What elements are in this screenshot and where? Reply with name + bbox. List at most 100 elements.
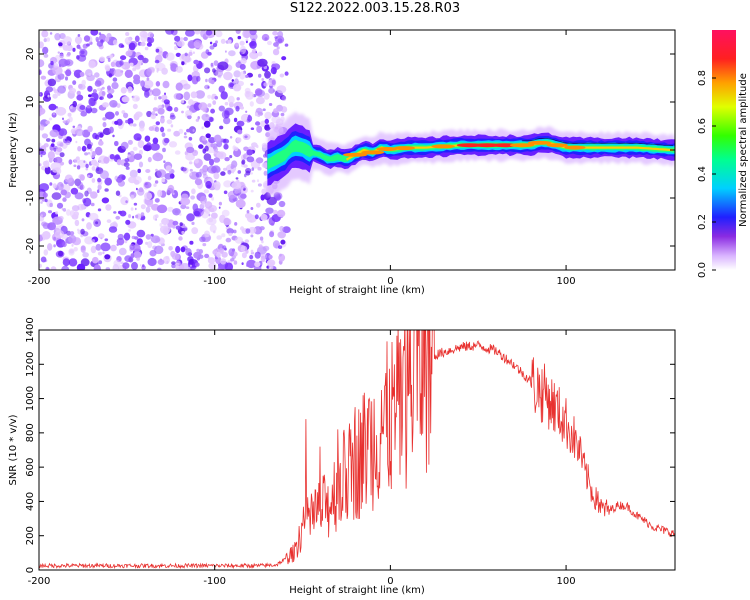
noise-speck <box>173 130 181 137</box>
noise-speck <box>198 144 204 149</box>
ridge-hot-spot <box>456 143 482 148</box>
noise-speck <box>196 248 200 252</box>
noise-speck <box>62 208 67 212</box>
noise-speck <box>90 107 98 114</box>
noise-speck <box>43 38 47 43</box>
noise-speck <box>95 146 103 156</box>
noise-speck <box>236 137 242 143</box>
noise-speck <box>90 191 98 199</box>
noise-speck <box>201 201 206 206</box>
noise-speck <box>57 51 60 54</box>
noise-speck <box>165 165 172 172</box>
ridge-hot-spot <box>564 145 586 150</box>
noise-speck <box>147 175 152 181</box>
snr-series <box>39 330 675 570</box>
noise-speck <box>199 236 206 243</box>
noise-speck <box>52 66 63 76</box>
noise-speck <box>269 231 275 238</box>
noise-speck <box>40 214 43 218</box>
noise-speck <box>67 112 72 117</box>
noise-speck <box>115 190 121 196</box>
noise-speck <box>224 101 229 106</box>
noise-speck <box>138 149 143 155</box>
noise-speck <box>157 267 162 270</box>
noise-speck <box>205 78 208 83</box>
noise-speck <box>121 65 125 69</box>
noise-speck <box>82 252 89 258</box>
noise-speck <box>249 254 254 260</box>
spectrogram-y-axis-label: Frequency (Hz) <box>8 112 19 188</box>
noise-speck <box>55 106 67 116</box>
noise-speck <box>41 133 49 139</box>
colorbar-gradient <box>712 30 736 270</box>
noise-speck <box>168 141 178 148</box>
noise-speck <box>228 232 233 236</box>
noise-speck <box>250 249 254 253</box>
noise-speck <box>280 239 286 245</box>
noise-speck <box>219 125 224 130</box>
noise-speck <box>112 221 117 227</box>
noise-speck <box>83 160 86 163</box>
noise-speck <box>88 94 92 98</box>
noise-speck <box>105 65 111 72</box>
noise-speck <box>39 234 44 242</box>
noise-speck <box>234 78 239 85</box>
spectrogram-x-ticks: -200 -100 0 100 <box>28 30 576 287</box>
noise-speck <box>257 183 262 187</box>
noise-speck <box>129 123 133 127</box>
noise-speck <box>125 219 131 225</box>
noise-speck <box>161 217 169 226</box>
noise-speck <box>41 30 49 38</box>
noise-speck <box>251 48 257 54</box>
noise-speck <box>180 99 185 104</box>
noise-speck <box>208 193 213 198</box>
noise-speck <box>180 204 187 210</box>
noise-speck <box>212 42 218 48</box>
spectrogram-y-ticks: -20 -10 0 10 20 <box>25 48 675 254</box>
noise-speck <box>172 192 175 195</box>
noise-speck <box>241 252 247 259</box>
noise-speck <box>174 150 181 155</box>
noise-speck <box>171 263 177 269</box>
noise-speck <box>211 212 218 219</box>
noise-speck <box>174 45 178 51</box>
noise-speck <box>75 72 81 79</box>
noise-speck <box>166 119 173 125</box>
noise-speck <box>155 121 160 126</box>
noise-speck <box>181 167 187 172</box>
noise-speck <box>161 178 165 183</box>
noise-speck <box>167 128 172 132</box>
noise-speck <box>152 137 159 145</box>
noise-speck <box>194 30 201 35</box>
noise-speck <box>244 135 248 139</box>
noise-speck <box>124 69 133 79</box>
noise-speck <box>272 209 278 215</box>
noise-speck <box>234 236 243 244</box>
noise-speck <box>249 101 254 107</box>
noise-speck <box>49 32 53 35</box>
noise-speck <box>146 42 152 47</box>
noise-speck <box>267 40 272 46</box>
noise-speck <box>97 177 102 183</box>
noise-speck <box>166 187 174 194</box>
noise-speck <box>44 166 51 175</box>
noise-speck <box>86 222 92 230</box>
y-tick-label: 600 <box>25 458 36 477</box>
noise-speck <box>165 52 175 61</box>
noise-speck <box>180 246 186 253</box>
noise-speck <box>128 42 136 51</box>
noise-speck <box>155 168 158 172</box>
noise-speck <box>179 222 183 227</box>
noise-speck <box>228 50 236 57</box>
noise-speck <box>39 69 42 76</box>
noise-speck <box>68 159 73 165</box>
noise-speck <box>79 105 86 110</box>
noise-speck <box>51 192 62 200</box>
noise-speck <box>127 86 133 94</box>
noise-speck <box>207 165 217 174</box>
noise-speck <box>48 117 53 121</box>
noise-speck <box>98 32 102 36</box>
noise-speck <box>240 58 247 64</box>
noise-speck <box>125 166 130 170</box>
noise-speck <box>72 100 77 108</box>
